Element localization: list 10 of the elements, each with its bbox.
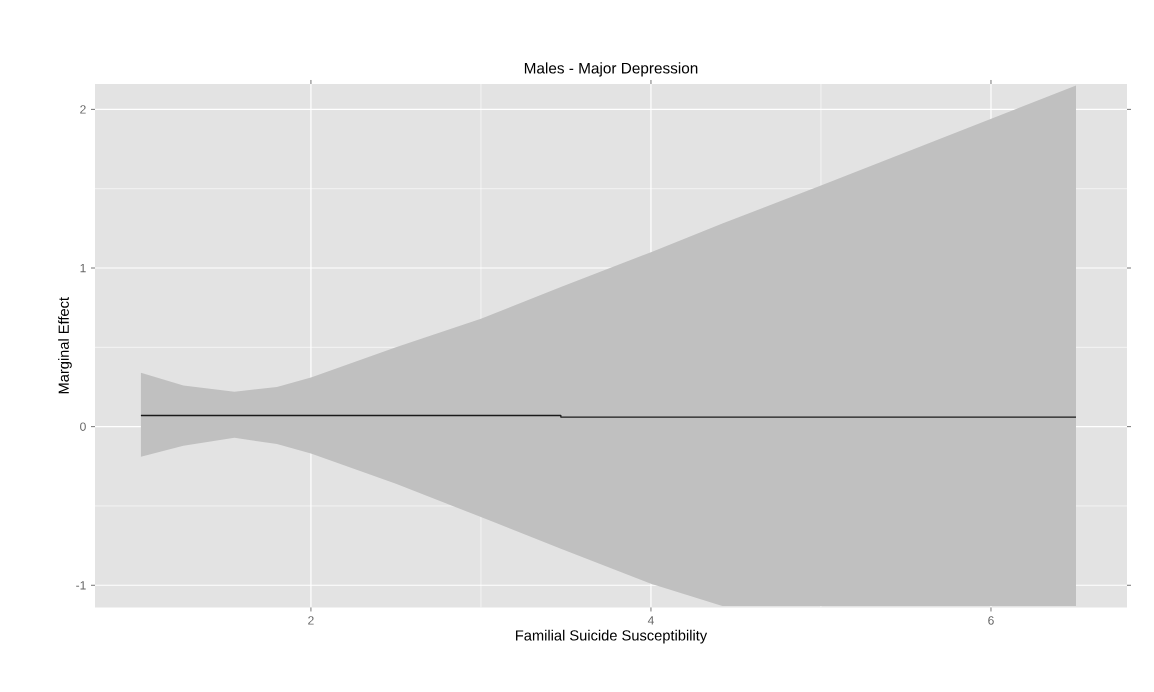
x-axis-title: Familial Suicide Susceptibility — [516, 629, 708, 644]
y-tick-label: 2 — [80, 105, 86, 114]
y-tick-label: -1 — [76, 581, 86, 590]
y-axis-title: Marginal Effect — [58, 297, 72, 394]
y-tick-label: 0 — [80, 422, 86, 431]
x-tick-label: 6 — [988, 616, 994, 625]
x-tick-label: 4 — [647, 616, 654, 625]
y-tick-label: 1 — [80, 263, 86, 273]
chart-title: Males - Major Depression — [524, 62, 698, 77]
x-tick-label: 2 — [308, 616, 314, 625]
